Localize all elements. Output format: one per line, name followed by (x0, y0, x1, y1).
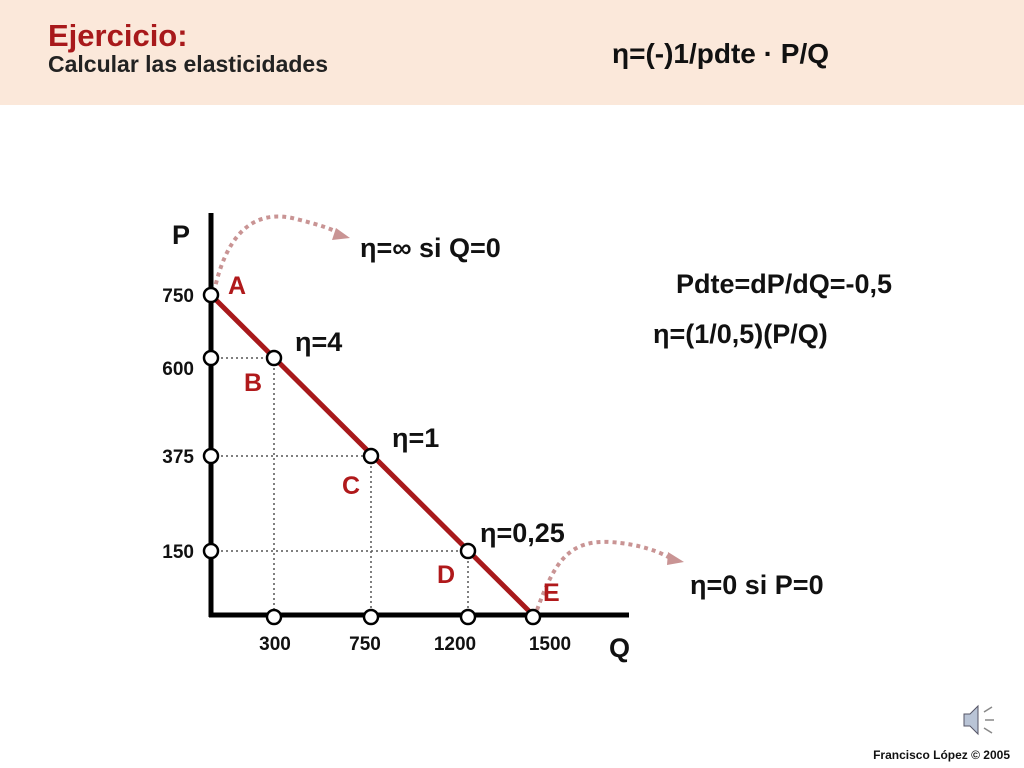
markers (202, 286, 542, 626)
note: Pdte=dP/dQ=-0,5 (676, 269, 892, 299)
x-tick: 1500 (529, 634, 571, 655)
x-tick: 750 (349, 634, 381, 655)
subtitle: Calcular las elasticidades (48, 51, 328, 77)
arrow-head (667, 552, 684, 565)
arrows (212, 214, 672, 611)
point-label: E (543, 579, 560, 607)
y-tick: 375 (162, 447, 194, 468)
point-label: A (228, 272, 246, 300)
arrow-head (332, 228, 350, 240)
elasticity-label: η=4 (295, 327, 342, 357)
y-tick: 750 (162, 286, 194, 307)
title: Ejercicio: (48, 18, 188, 53)
note: η=0 si P=0 (690, 570, 824, 600)
header-band (0, 0, 1024, 105)
guides (211, 357, 469, 615)
axis-label-q: Q (609, 633, 630, 663)
y-tick: 600 (162, 359, 194, 380)
speaker-icon (963, 704, 994, 736)
x-tick: 300 (259, 634, 291, 655)
point-label: B (244, 369, 262, 397)
y-tick: 150 (162, 542, 194, 563)
note: η=(1/0,5)(P/Q) (653, 319, 828, 349)
x-tick: 1200 (434, 634, 476, 655)
elasticity-label: η=1 (392, 423, 439, 453)
formula: η=(-)1/pdte · P/Q (612, 38, 829, 69)
point-label: D (437, 561, 455, 589)
footer: Francisco López © 2005 (873, 748, 1010, 762)
note: η=∞ si Q=0 (360, 233, 501, 263)
elasticity-label: η=0,25 (480, 518, 565, 548)
point-label: C (342, 472, 360, 500)
axis-label-p: P (172, 220, 190, 250)
